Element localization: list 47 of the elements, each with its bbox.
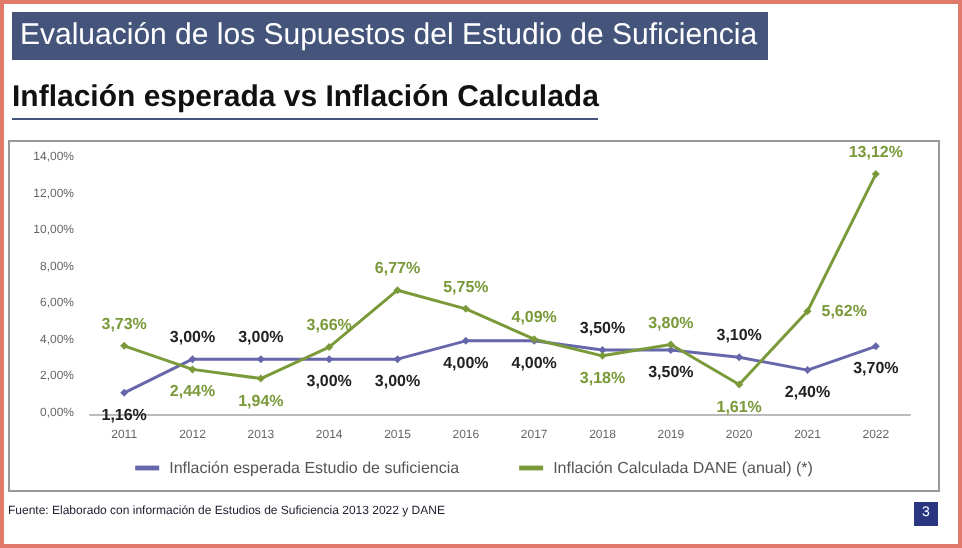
data-label: 1,16% xyxy=(101,405,147,424)
point xyxy=(598,346,607,354)
data-label: 3,50% xyxy=(648,363,694,381)
point xyxy=(188,355,197,364)
data-label: 2,40% xyxy=(784,383,831,402)
data-label: 3,70% xyxy=(853,359,899,378)
data-label: 3,00% xyxy=(374,372,421,391)
data-label: 3,18% xyxy=(579,368,626,387)
data-label: 1,61% xyxy=(716,397,762,416)
data-label: 2,44% xyxy=(169,382,216,401)
data-label: 13,12% xyxy=(848,143,903,162)
legend-label: Inflación esperada Estudio de suficiencia xyxy=(169,459,461,477)
data-label: 3,00% xyxy=(169,328,216,347)
data-label: 5,62% xyxy=(821,302,867,321)
data-label: 6,77% xyxy=(374,259,421,278)
point xyxy=(803,366,812,375)
data-label: 3,73% xyxy=(101,314,147,333)
point xyxy=(120,341,129,350)
point xyxy=(461,304,470,313)
chart-subtitle: Inflación esperada vs Inflación Calculada xyxy=(12,80,599,120)
data-label: 4,00% xyxy=(443,353,489,372)
point xyxy=(393,355,402,364)
point xyxy=(871,342,880,351)
point xyxy=(735,380,744,389)
point xyxy=(461,336,470,345)
data-label: 3,00% xyxy=(238,328,284,347)
chart-title: Evaluación de los Supuestos del Estudio de Suficiencia xyxy=(12,12,768,60)
data-label: 4,00% xyxy=(511,353,557,372)
point xyxy=(188,365,197,374)
data-label: 3,66% xyxy=(306,316,352,335)
point xyxy=(120,388,129,397)
point xyxy=(666,340,675,349)
data-label: 3,50% xyxy=(579,319,626,337)
point xyxy=(256,374,265,383)
data-label: 4,09% xyxy=(511,308,557,327)
legend-label: Inflación Calculada DANE (anual) (*) xyxy=(553,459,814,477)
point xyxy=(325,343,334,352)
point xyxy=(871,170,880,179)
data-label: 1,94% xyxy=(238,391,284,410)
point xyxy=(393,286,402,295)
point xyxy=(735,353,744,362)
data-label: 3,10% xyxy=(716,326,762,345)
data-label: 3,80% xyxy=(648,313,694,332)
point xyxy=(598,351,607,360)
data-label: 5,75% xyxy=(443,277,489,296)
point xyxy=(803,307,812,316)
data-label: 3,00% xyxy=(306,372,352,391)
